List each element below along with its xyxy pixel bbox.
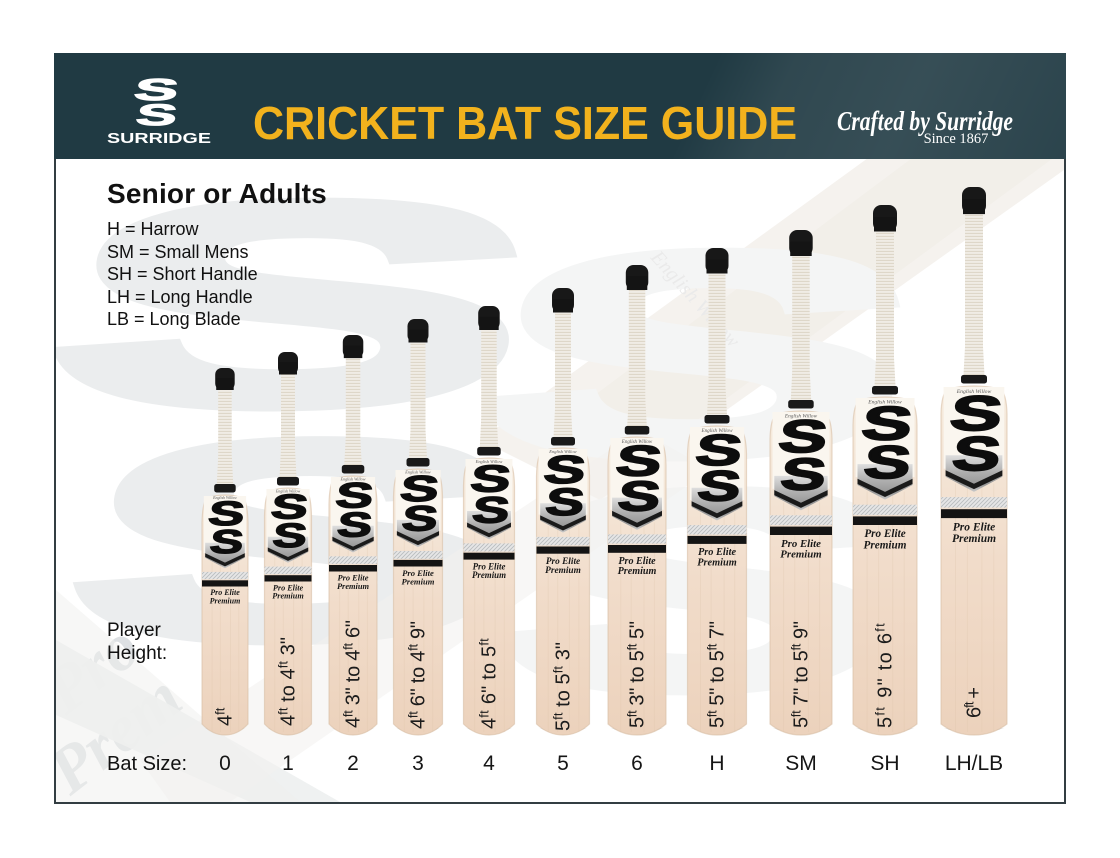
svg-text:Premium: Premium bbox=[337, 582, 370, 591]
svg-text:4ft​ 3" to 4ft​ 6": 4ft​ 3" to 4ft​ 6" bbox=[341, 620, 365, 728]
svg-text:Premium: Premium bbox=[272, 592, 303, 601]
svg-text:5ft​ 7" to 5ft​ 9": 5ft​ 7" to 5ft​ 9" bbox=[789, 621, 813, 728]
svg-text:Pro Elite: Pro Elite bbox=[953, 522, 996, 534]
svg-text:4ft​ 6" to 5ft​: 4ft​ 6" to 5ft​ bbox=[477, 638, 501, 729]
svg-text:Pro Elite: Pro Elite bbox=[698, 547, 736, 558]
svg-text:Pro Elite: Pro Elite bbox=[546, 557, 580, 567]
svg-text:5ft​ 9" to 6ft​: 5ft​ 9" to 6ft​ bbox=[873, 623, 897, 728]
svg-text:Premium: Premium bbox=[402, 576, 435, 586]
svg-text:Premium: Premium bbox=[697, 557, 736, 568]
svg-text:4ft​: 4ft​ bbox=[213, 707, 237, 726]
svg-text:Premium: Premium bbox=[952, 533, 996, 545]
svg-text:Premium: Premium bbox=[780, 549, 821, 561]
svg-text:Pro Elite: Pro Elite bbox=[338, 574, 369, 583]
svg-text:Pro Elite: Pro Elite bbox=[402, 568, 434, 578]
svg-text:Pro Elite: Pro Elite bbox=[618, 556, 656, 567]
svg-text:5ft​ 3" to 5ft​ 5": 5ft​ 3" to 5ft​ 5" bbox=[625, 621, 649, 728]
svg-text:Premium: Premium bbox=[210, 596, 241, 605]
svg-text:6ft​ +: 6ft​ + bbox=[962, 687, 986, 718]
svg-text:Pro Elite: Pro Elite bbox=[210, 588, 240, 597]
svg-text:5ft​ to 5ft​ 3": 5ft​ to 5ft​ 3" bbox=[551, 642, 575, 731]
svg-text:4ft​ 6" to 4ft​ 9": 4ft​ 6" to 4ft​ 9" bbox=[406, 621, 430, 729]
svg-text:Premium: Premium bbox=[618, 566, 657, 577]
svg-text:Pro Elite: Pro Elite bbox=[781, 538, 821, 550]
svg-text:Premium: Premium bbox=[864, 539, 907, 551]
svg-text:Pro Elite: Pro Elite bbox=[473, 561, 506, 571]
svg-text:Pro Elite: Pro Elite bbox=[273, 583, 304, 592]
svg-text:5ft​ 5" to 5ft​ 7": 5ft​ 5" to 5ft​ 7" bbox=[705, 621, 729, 728]
svg-text:Premium: Premium bbox=[472, 570, 506, 580]
svg-text:4ft​ to 4ft​ 3": 4ft​ to 4ft​ 3" bbox=[276, 637, 300, 726]
svg-text:Premium: Premium bbox=[545, 566, 581, 576]
svg-text:Pro Elite: Pro Elite bbox=[864, 528, 905, 540]
